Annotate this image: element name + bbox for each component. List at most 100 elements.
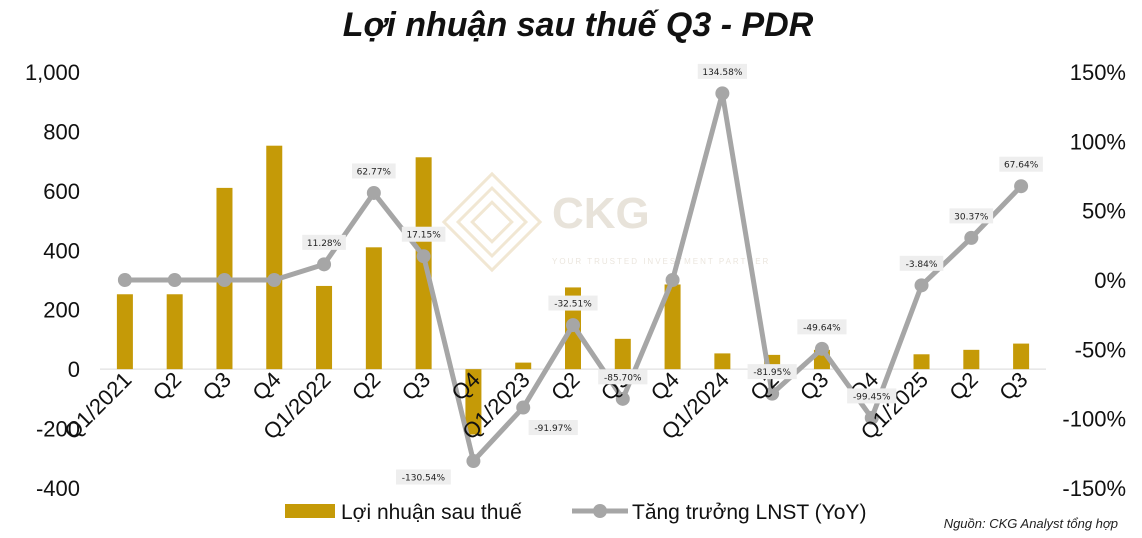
data-label: -49.64%	[803, 323, 841, 333]
line-point	[416, 249, 431, 264]
y-right-tick-label: 100%	[1070, 129, 1126, 154]
data-label: -81.95%	[753, 368, 791, 378]
x-tick-label: Q2	[546, 367, 584, 405]
bar	[515, 362, 532, 370]
data-label-box	[697, 63, 747, 79]
data-label-box	[797, 319, 847, 335]
y-left-tick-label: 400	[43, 238, 80, 263]
data-label-box	[528, 420, 578, 436]
data-label: 11.28%	[307, 239, 342, 249]
bar	[116, 294, 133, 370]
y-right-tick-label: -100%	[1062, 407, 1126, 432]
line-point	[715, 86, 730, 101]
data-label-box	[747, 364, 797, 380]
y-right-tick-label: 0%	[1094, 268, 1126, 293]
bar	[365, 247, 382, 370]
line-point	[566, 318, 580, 333]
y-left-tick-label: 0	[68, 357, 80, 382]
data-label-box	[352, 163, 396, 179]
legend: Lợi nhuận sau thuế Tăng trưởng LNST (YoY…	[285, 501, 866, 524]
bar	[465, 369, 482, 435]
watermark-brand: CKG	[552, 189, 650, 238]
line-point	[665, 273, 680, 287]
x-tick-label: Q2	[347, 367, 385, 405]
bar	[963, 349, 980, 370]
data-label: -130.54%	[402, 474, 446, 484]
data-labels: 11.28% 62.77% 17.15% -130.54% -91.97% -32.51%…	[302, 63, 1043, 485]
data-label: 134.58%	[702, 68, 742, 78]
data-label-box	[302, 234, 346, 250]
legend-line-marker	[593, 504, 607, 518]
bar	[714, 353, 731, 370]
chart-title: Lợi nhuận sau thuế Q3 - PDR	[343, 6, 814, 44]
y-axis-right: -150% -100% -50% 0% 50% 100% 150%	[1062, 60, 1126, 501]
y-left-tick-label: 200	[43, 298, 80, 323]
data-label: -85.70%	[604, 373, 642, 383]
data-label-box	[999, 156, 1043, 172]
y-left-tick-label: -200	[36, 417, 80, 442]
source-note: Nguồn: CKG Analyst tổng hợp	[944, 516, 1118, 531]
data-label: 67.64%	[1004, 161, 1039, 171]
x-tick-label: Q3	[198, 367, 236, 405]
line-point	[615, 391, 630, 406]
data-label-box	[847, 388, 897, 404]
line-point	[466, 454, 481, 469]
bar	[1013, 343, 1030, 370]
line-point	[765, 386, 780, 401]
line-point	[516, 400, 531, 415]
data-label-box	[949, 208, 994, 224]
line-point	[317, 257, 332, 272]
y-axis-left: -400 -200 0 200 400 600 800 1,000	[25, 60, 80, 501]
line-point	[1014, 179, 1029, 194]
legend-bar-swatch	[285, 504, 335, 518]
data-label: 62.77%	[357, 167, 392, 177]
data-label-box	[598, 369, 648, 385]
y-right-tick-label: 150%	[1070, 60, 1126, 85]
data-label: -3.84%	[906, 260, 938, 270]
line-point	[217, 273, 232, 287]
y-right-tick-label: -150%	[1062, 476, 1126, 501]
data-label: 30.37%	[954, 212, 989, 222]
data-label: -99.45%	[853, 392, 891, 402]
bar	[266, 145, 283, 370]
line-point	[964, 230, 979, 245]
bar	[614, 338, 631, 370]
bar	[166, 294, 183, 370]
line-point	[366, 185, 381, 200]
data-label-box	[548, 295, 598, 311]
line-point	[117, 273, 132, 287]
x-tick-label: Q2	[148, 367, 186, 405]
line-point	[814, 341, 829, 356]
line-point	[864, 410, 879, 425]
data-label: -91.97%	[534, 424, 572, 434]
watermark-tagline: YOUR TRUSTED INVESTMENT PARTNER	[552, 257, 770, 266]
bar	[913, 354, 930, 370]
data-label: 17.15%	[406, 231, 441, 241]
data-label-box	[401, 226, 446, 242]
data-label-box	[899, 255, 944, 271]
line-series	[117, 86, 1029, 469]
x-tick-label: Q2	[944, 367, 982, 405]
x-tick-label: Q4	[247, 367, 285, 405]
bar	[316, 285, 333, 370]
watermark: CKG YOUR TRUSTED INVESTMENT PARTNER	[441, 171, 770, 273]
x-tick-label: Q4	[646, 367, 684, 405]
y-right-tick-label: 50%	[1082, 199, 1126, 224]
legend-bar-label: Lợi nhuận sau thuế	[341, 501, 522, 524]
x-tick-label: Q3	[994, 367, 1032, 405]
x-tick-label: Q3	[397, 367, 435, 405]
y-left-tick-label: 800	[43, 119, 80, 144]
legend-line-label: Tăng trưởng LNST (YoY)	[632, 501, 866, 524]
watermark-logo-icon	[441, 171, 543, 273]
line-point	[267, 273, 282, 287]
x-tick-label: Q3	[795, 367, 833, 405]
line-point	[914, 278, 929, 293]
y-left-tick-label: 600	[43, 179, 80, 204]
data-label-box	[396, 469, 451, 485]
y-left-tick-label: -400	[36, 476, 80, 501]
bar	[664, 284, 681, 370]
data-label: -32.51%	[554, 300, 592, 310]
y-right-tick-label: -50%	[1075, 337, 1126, 362]
line-point	[167, 273, 182, 287]
